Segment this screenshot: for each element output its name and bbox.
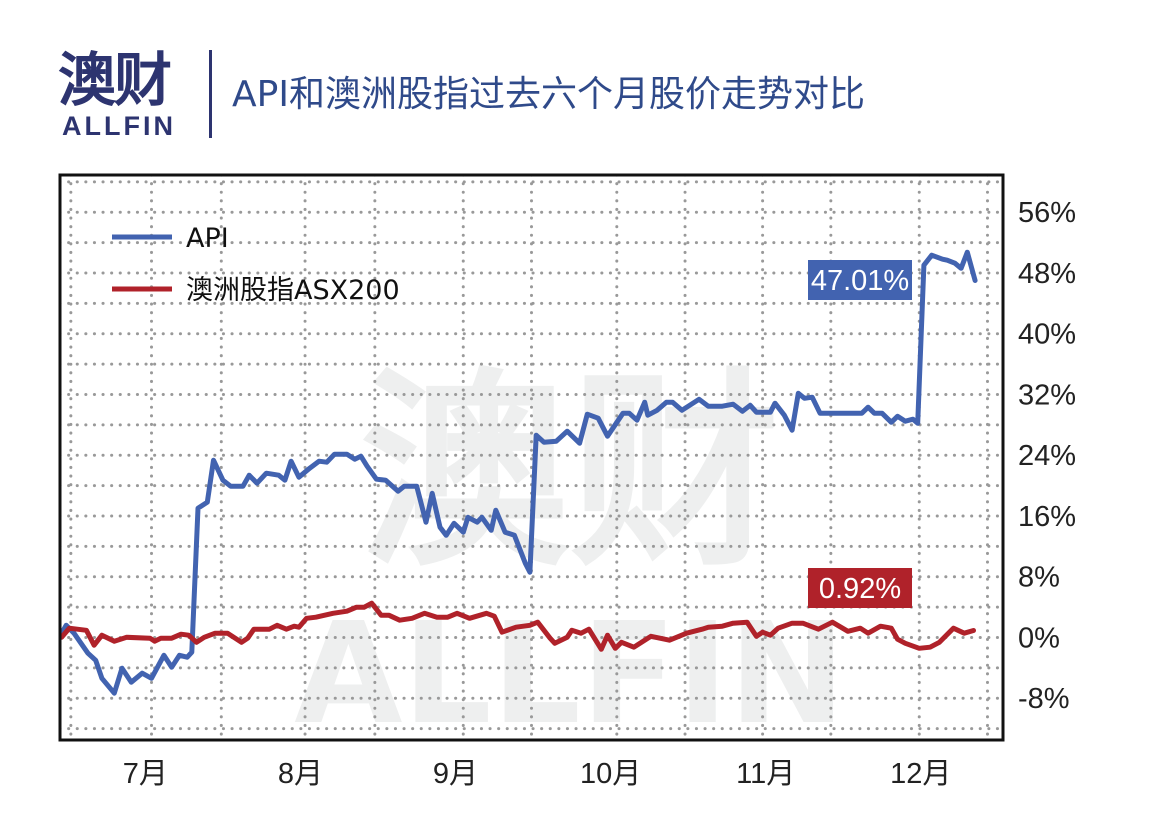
x-tick-label: 11月 (736, 758, 795, 790)
y-axis-ticks: 56% 48% 40% 32% 24% 16% 8% 0% -8% (1018, 197, 1076, 715)
x-tick-label: 10月 (580, 758, 641, 790)
series-lines (59, 249, 978, 696)
watermark-cn: 澳财 (360, 350, 780, 595)
legend-label-asx200: 澳洲股指ASX200 (186, 275, 400, 306)
legend-label-api: API (186, 223, 229, 254)
header-divider (209, 50, 212, 138)
x-tick-label: 8月 (278, 758, 323, 790)
y-tick-label: 40% (1018, 319, 1076, 351)
end-label-box (808, 568, 912, 608)
y-tick-label: 24% (1018, 440, 1076, 472)
y-tick-label: 0% (1018, 622, 1060, 654)
allfin-logo: 澳财 ALLFIN (58, 46, 188, 141)
chart-title: API和澳洲股指过去六个月股价走势对比 (232, 74, 865, 115)
y-tick-label: 8% (1018, 562, 1060, 594)
x-tick-label: 9月 (433, 758, 478, 790)
end-label-text: 47.01% (811, 265, 909, 297)
y-tick-label: 56% (1018, 197, 1076, 229)
legend: API 澳洲股指ASX200 (112, 223, 400, 306)
plot-frame (58, 173, 1005, 742)
x-axis-ticks: 7月 8月 9月 10月 11月 12月 (123, 758, 952, 790)
y-tick-label: 48% (1018, 258, 1076, 290)
end-label-text: 0.92% (819, 573, 901, 605)
logo-chinese-text: 澳财 (58, 46, 172, 114)
y-tick-label: 16% (1018, 501, 1076, 533)
y-tick-label: -8% (1018, 683, 1070, 715)
end-label-box (808, 260, 912, 300)
gridlines (58, 173, 1005, 742)
series-line-asx200 (59, 600, 976, 652)
y-tick-label: 32% (1018, 379, 1076, 411)
series-line-api (59, 249, 978, 696)
end-value-labels: 47.01% 0.92% (808, 260, 912, 608)
x-tick-label: 12月 (890, 758, 951, 790)
logo-english-text: ALLFIN (62, 111, 176, 141)
x-tick-label: 7月 (123, 758, 168, 790)
